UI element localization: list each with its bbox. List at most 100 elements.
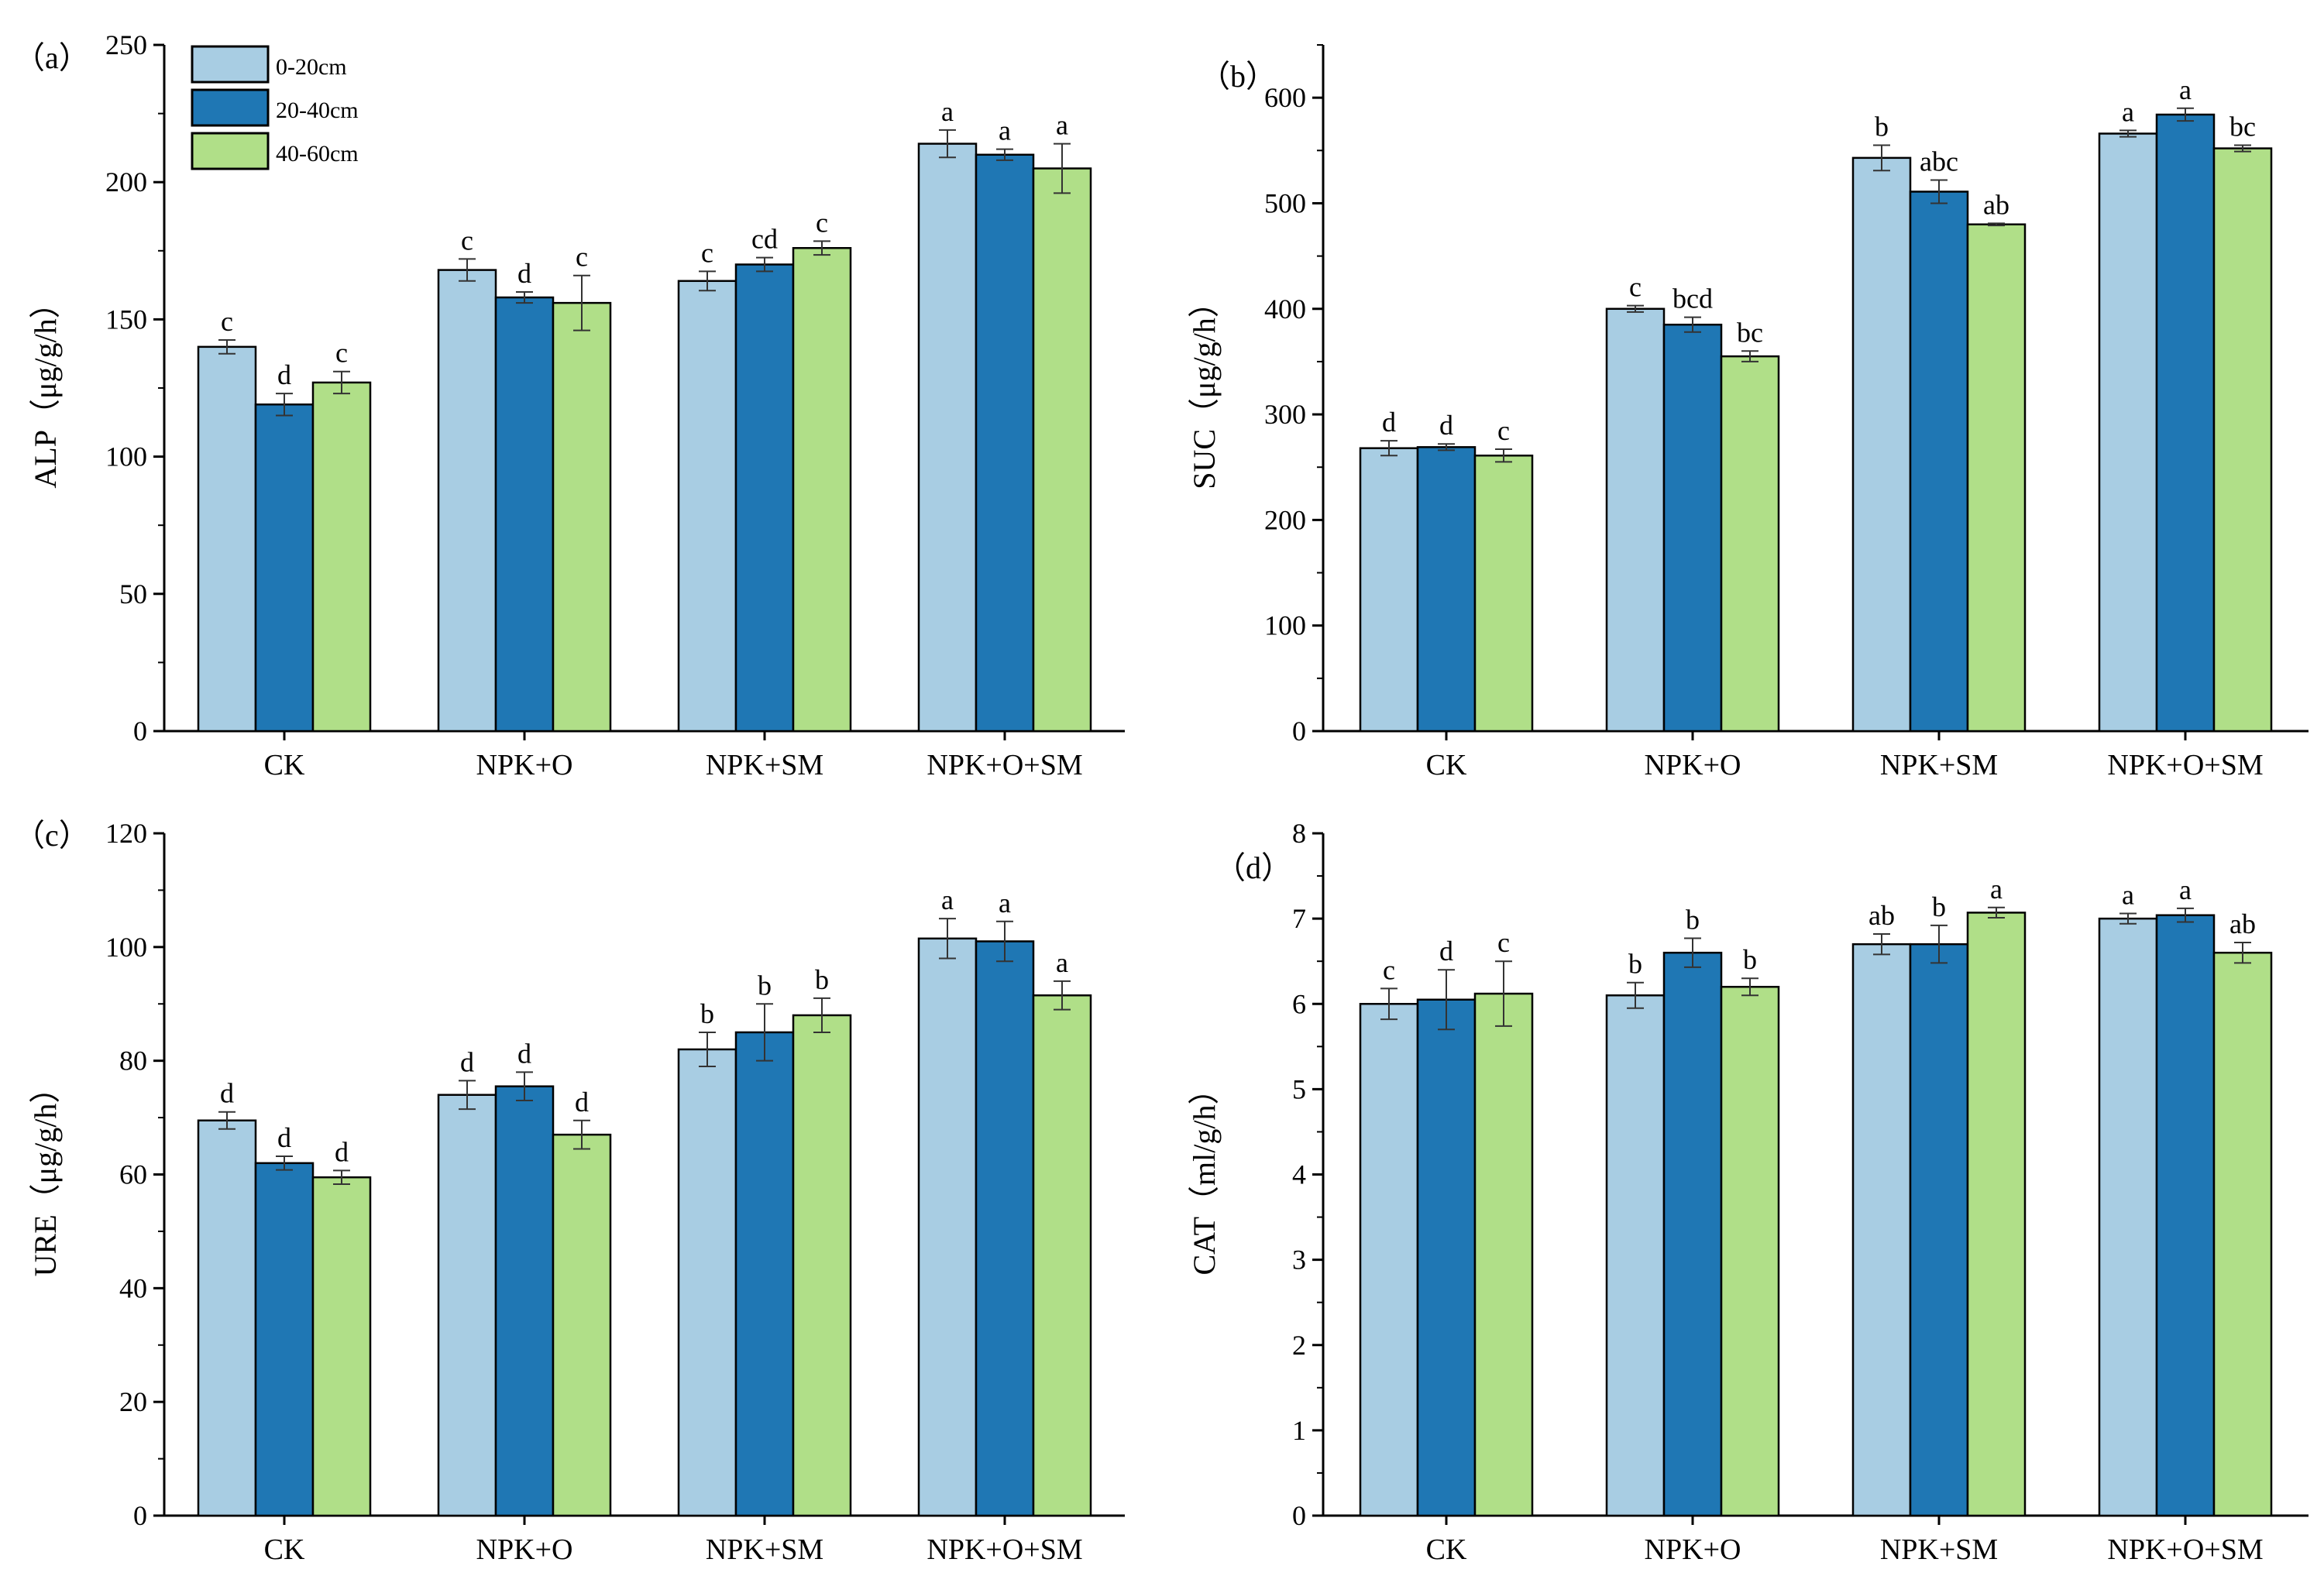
significance-label: c [335, 338, 348, 369]
bar [197, 345, 257, 733]
significance-label: d [575, 1087, 589, 1118]
significance-label: d [517, 258, 531, 289]
y-tick-label: 5 [1292, 1073, 1306, 1104]
panels: 050100150200250ALP（μg/g/h）（a）CKcdcNPK+Oc… [14, 29, 2309, 1566]
significance-label: d [517, 1038, 531, 1069]
bar [1909, 943, 1969, 1517]
bar [552, 301, 612, 733]
significance-label: c [221, 306, 233, 337]
y-tick-label: 2 [1292, 1330, 1306, 1361]
y-axis-title: ALP（μg/g/h） [28, 287, 63, 488]
x-tick-label: NPK+O [1645, 1533, 1741, 1566]
bar [792, 1014, 852, 1517]
x-tick-label: NPK+SM [706, 749, 823, 781]
bar [311, 381, 372, 733]
x-tick-label: NPK+O [476, 749, 573, 781]
y-tick-label: 200 [105, 167, 147, 197]
significance-label: bc [1737, 317, 1763, 348]
bar [254, 403, 315, 733]
significance-label: c [701, 237, 713, 268]
bar [1359, 1003, 1419, 1517]
significance-label: a [2122, 880, 2134, 911]
y-tick-label: 120 [105, 818, 147, 849]
significance-label: a [1056, 947, 1068, 978]
x-tick-label: CK [1426, 749, 1467, 781]
bar [1359, 447, 1419, 733]
bar [734, 1031, 795, 1517]
y-axis-title: CAT（ml/g/h） [1187, 1073, 1222, 1275]
significance-label: b [1932, 891, 1946, 922]
legend-label-0: 0-20cm [276, 54, 347, 80]
significance-label: d [277, 1122, 291, 1153]
x-tick-label: NPK+O+SM [927, 1533, 1082, 1566]
legend-label-2: 40-60cm [276, 141, 359, 167]
y-tick-label: 150 [105, 304, 147, 335]
bar [311, 1176, 372, 1517]
y-tick-label: 0 [1292, 716, 1306, 747]
x-tick-label: NPK+O [476, 1533, 573, 1566]
y-tick-label: 500 [1264, 187, 1306, 218]
y-tick-label: 7 [1292, 903, 1306, 934]
significance-label: c [576, 242, 588, 273]
y-tick-label: 100 [105, 441, 147, 472]
x-tick-label: CK [264, 1533, 305, 1566]
significance-label: d [1382, 407, 1396, 438]
significance-label: b [1743, 944, 1757, 975]
significance-label: bc [2229, 111, 2256, 142]
significance-label: d [277, 359, 291, 390]
x-tick-label: NPK+O [1645, 749, 1741, 781]
y-tick-label: 80 [119, 1046, 147, 1077]
y-tick-label: 1 [1292, 1415, 1306, 1446]
bar [1720, 985, 1780, 1517]
bar [917, 143, 978, 733]
chart-panel-3: 0 1 2 3 4 5 6 7 8 CAT（ml/g/h） （d） CK c d c NPK+O b b b NPK+… [1187, 818, 2309, 1566]
bar [437, 1094, 497, 1517]
y-tick-label: 0 [1292, 1500, 1306, 1531]
bar [677, 280, 737, 733]
significance-label: a [999, 115, 1011, 146]
x-tick-label: NPK+O+SM [2107, 749, 2263, 781]
y-tick-label: 20 [119, 1386, 147, 1417]
x-tick-label: NPK+O+SM [2107, 1533, 2263, 1566]
significance-label: d [335, 1136, 349, 1167]
y-tick-label: 100 [1264, 610, 1306, 641]
bar [1966, 223, 2027, 733]
chart-panel-1: 0 100 200 300 400 500 600 SUC（μg/g/h） （b） CK d d c NP… [1187, 44, 2309, 781]
significance-label: a [2179, 74, 2192, 105]
bar [1909, 191, 1969, 733]
significance-label: c [461, 225, 473, 256]
bar [2212, 147, 2273, 733]
panel-label: （b） [1199, 59, 1277, 94]
significance-label: d [460, 1046, 474, 1077]
significance-label: cd [751, 224, 778, 255]
bar [1851, 156, 1912, 733]
legend-label-1: 20-40cm [276, 98, 359, 123]
significance-label: c [1383, 954, 1395, 985]
panel-label: （a） [14, 40, 90, 75]
x-tick-label: NPK+SM [706, 1533, 823, 1566]
bar [197, 1119, 257, 1517]
bar [1416, 446, 1477, 733]
bar [2155, 914, 2216, 1517]
bar [1720, 355, 1780, 733]
bar [1032, 167, 1092, 733]
panel-label: （c） [14, 818, 90, 853]
significance-label: d [220, 1078, 234, 1109]
y-tick-label: 0 [133, 1500, 147, 1531]
legend-swatch-0 [191, 45, 270, 84]
y-axis-title: URE（μg/g/h） [28, 1073, 63, 1277]
significance-label: d [1439, 410, 1453, 441]
significance-label: a [941, 884, 954, 915]
bar [1605, 994, 1666, 1517]
significance-label: a [999, 888, 1011, 919]
bar [975, 153, 1035, 733]
y-tick-label: 40 [119, 1272, 147, 1303]
y-tick-label: 3 [1292, 1245, 1306, 1276]
bar [1662, 951, 1723, 1517]
bar [494, 296, 555, 733]
bar [677, 1048, 737, 1517]
bar [1032, 994, 1092, 1517]
x-tick-label: NPK+O+SM [927, 749, 1082, 781]
significance-label: b [1628, 949, 1642, 980]
bar [1605, 307, 1666, 733]
